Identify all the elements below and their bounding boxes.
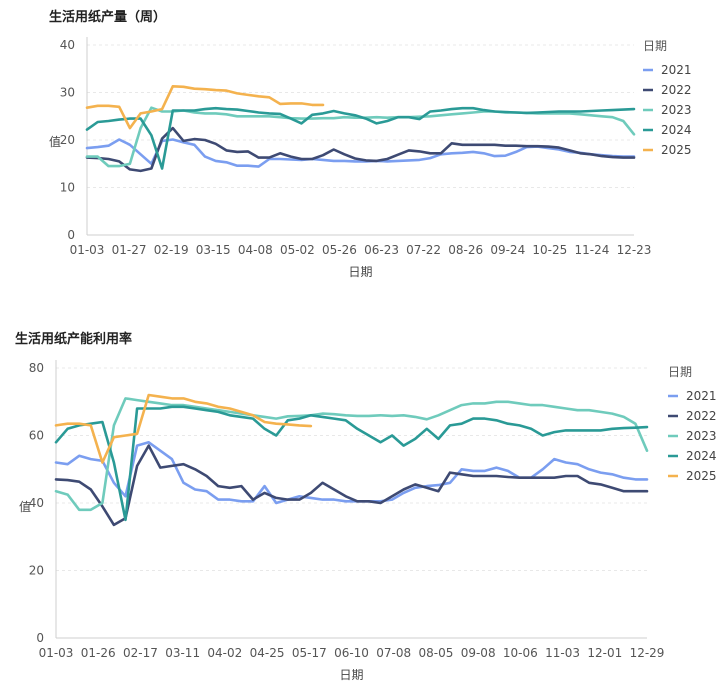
x-tick-label: 07-22 [406,243,441,257]
chart-title: 生活用纸产能利用率 [15,332,133,347]
series-line-2022 [85,126,636,173]
x-tick-label: 08-05 [418,646,453,660]
y-tick-label: 60 [29,429,44,443]
legend-label-2025: 2025 [686,469,717,483]
y-tick-label: 40 [60,38,75,52]
chart-production-weekly: 0 10 20 30 40 01-03 01-27 02-19 03-15 04-08 05-02 0… [49,37,692,279]
legend-label-2022: 2022 [686,409,717,423]
x-tick-label: 02-17 [123,646,158,660]
y-tick-label: 20 [29,564,44,578]
x-tick-label: 08-26 [448,243,483,257]
x-tick-label: 12-23 [617,243,652,257]
y-axis-title: 值 [49,134,61,149]
x-tick-label: 01-26 [81,646,116,660]
x-axis-title: 日期 [348,265,372,279]
x-tick-label: 04-02 [207,646,242,660]
legend-label-2021: 2021 [661,63,692,77]
legend-label-2024: 2024 [661,123,692,137]
x-tick-label: 04-25 [250,646,285,660]
x-tick-label: 04-08 [238,243,273,257]
legend-title: 日期 [668,365,692,379]
chart-capacity-utilization: 0 20 40 60 80 01-03 01-26 02-17 03-11 04-02 04-25 0… [19,360,717,682]
legend-label-2021: 2021 [686,389,717,403]
x-tick-label: 01-03 [70,243,105,257]
series-line-2022 [54,444,649,527]
x-tick-label: 02-19 [154,243,189,257]
legend-title: 日期 [643,39,667,53]
x-tick-label: 10-25 [532,243,567,257]
x-tick-label: 11-03 [545,646,580,660]
x-tick-label: 01-27 [112,243,147,257]
x-tick-label: 09-24 [490,243,525,257]
series-line-2025 [54,393,313,464]
x-tick-label: 06-10 [334,646,369,660]
x-tick-label: 05-02 [280,243,315,257]
legend-label-2025: 2025 [661,143,692,157]
x-tick-label: 11-24 [574,243,609,257]
x-tick-label: 07-08 [376,646,411,660]
chart-title: 生活用纸产量（周） [49,10,167,25]
y-tick-label: 80 [29,361,44,375]
x-tick-label: 09-08 [461,646,496,660]
y-tick-label: 20 [60,133,75,147]
legend-label-2024: 2024 [686,449,717,463]
y-tick-label: 30 [60,86,75,100]
legend-label-2022: 2022 [661,83,692,97]
y-tick-label: 0 [36,631,44,645]
chart-panel-utilization: 生活用纸产能利用率 0 20 40 60 80 01-03 01-26 02-17 03-11 0… [0,320,727,700]
x-tick-label: 01-03 [39,646,74,660]
x-tick-label: 05-17 [292,646,327,660]
series-line-2024 [54,405,649,522]
y-axis-title: 值 [19,499,31,514]
x-tick-label: 12-01 [587,646,622,660]
series-line-2021 [54,441,649,505]
x-tick-label: 03-11 [165,646,200,660]
y-tick-label: 10 [60,181,75,195]
chart-panel-production: 生活用纸产量（周） 0 10 20 30 40 01-03 01-27 02-19 03-15 0… [0,0,727,300]
legend-label-2023: 2023 [661,103,692,117]
legend-label-2023: 2023 [686,429,717,443]
x-axis-title: 日期 [339,668,363,682]
series-line-2021 [85,138,636,168]
x-tick-label: 10-06 [503,646,538,660]
series-line-2024 [85,106,636,170]
y-tick-label: 0 [67,228,75,242]
x-tick-label: 05-26 [322,243,357,257]
x-tick-label: 03-15 [196,243,231,257]
x-tick-label: 12-29 [630,646,665,660]
series-line-2025 [85,85,325,130]
y-tick-label: 40 [29,496,44,510]
x-tick-label: 06-23 [364,243,399,257]
series-line-2023 [54,397,649,512]
